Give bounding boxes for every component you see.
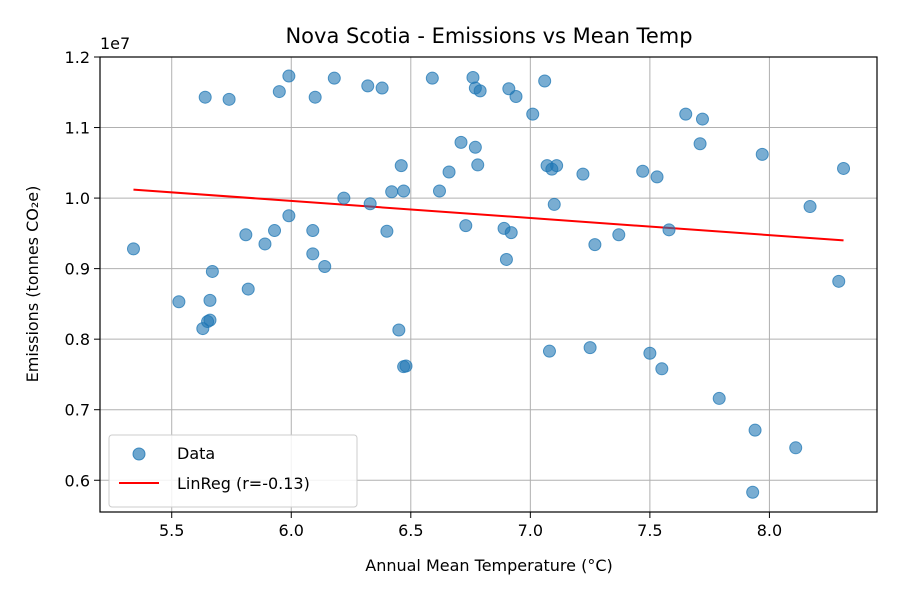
x-axis-label: Annual Mean Temperature (°C) [365, 556, 612, 575]
data-point [380, 224, 394, 238]
data-point [643, 346, 657, 360]
data-point [363, 197, 377, 211]
data-point [394, 159, 408, 173]
data-point [748, 423, 762, 437]
data-point [538, 74, 552, 88]
data-point [583, 341, 597, 355]
data-point [837, 161, 851, 175]
data-point [203, 293, 217, 307]
data-point [789, 441, 803, 455]
data-point [282, 209, 296, 223]
data-point [282, 69, 296, 83]
data-point [268, 224, 282, 238]
data-point [361, 79, 375, 93]
data-points [126, 69, 851, 499]
y-tick-label: 0.7 [65, 401, 90, 420]
data-point [308, 90, 322, 104]
x-tick-label: 5.5 [159, 521, 184, 540]
data-point [306, 247, 320, 261]
y-tick-label: 0.9 [65, 260, 90, 279]
data-point [272, 85, 286, 99]
data-point [803, 200, 817, 214]
data-point [509, 90, 523, 104]
y-tick-label: 1.0 [65, 189, 90, 208]
data-point [239, 228, 253, 242]
chart-title: Nova Scotia - Emissions vs Mean Temp [285, 24, 692, 48]
x-tick-label: 6.5 [398, 521, 423, 540]
data-point [222, 92, 236, 106]
data-point [612, 228, 626, 242]
data-point [466, 70, 480, 84]
x-axis-ticks: 5.5 6.0 6.5 7.0 7.5 8.0 [159, 512, 782, 540]
y-tick-label: 1.2 [65, 48, 90, 67]
data-point [468, 140, 482, 154]
data-point [746, 485, 760, 499]
legend-linreg-label: LinReg (r=-0.13) [177, 474, 310, 493]
data-point [442, 165, 456, 179]
data-point [679, 107, 693, 121]
data-point [318, 260, 332, 274]
data-point [337, 191, 351, 205]
data-point [375, 81, 389, 95]
data-point [547, 197, 561, 211]
data-point [655, 362, 669, 376]
data-point [471, 158, 485, 172]
data-point [126, 242, 140, 256]
data-point [504, 226, 518, 240]
data-point [385, 185, 399, 199]
x-tick-label: 6.0 [279, 521, 304, 540]
data-point [550, 159, 564, 173]
data-point [241, 282, 255, 296]
data-point [695, 112, 709, 126]
data-point [454, 135, 468, 149]
y-tick-label: 1.1 [65, 119, 90, 138]
data-point [576, 167, 590, 181]
data-point [693, 137, 707, 151]
data-point [327, 71, 341, 85]
regression-line-layer [133, 188, 844, 242]
legend: Data LinReg (r=-0.13) [108, 434, 358, 508]
x-tick-label: 7.0 [518, 521, 543, 540]
legend-data-marker [132, 447, 146, 461]
data-point [526, 107, 540, 121]
data-point [172, 295, 186, 309]
data-point [306, 224, 320, 238]
data-point [397, 184, 411, 198]
legend-data-label: Data [177, 444, 215, 463]
plot-frame [99, 56, 878, 513]
data-point [392, 323, 406, 337]
data-point [636, 164, 650, 178]
data-point [258, 237, 272, 251]
data-point [662, 223, 676, 237]
x-tick-label: 7.5 [637, 521, 662, 540]
x-tick-label: 8.0 [757, 521, 782, 540]
data-point [588, 238, 602, 252]
y-tick-label: 0.6 [65, 471, 90, 490]
y-axis-ticks: 0.6 0.7 0.8 0.9 1.0 1.1 1.2 [65, 48, 100, 490]
data-point [205, 264, 219, 278]
data-point [399, 359, 413, 373]
legend-box [108, 434, 358, 508]
regression-line [133, 188, 844, 242]
data-point [832, 274, 846, 288]
data-point [542, 344, 556, 358]
y-axis-label: Emissions (tonnes CO₂e) [23, 186, 42, 383]
data-point [432, 184, 446, 198]
data-point [650, 170, 664, 184]
data-point [712, 391, 726, 405]
data-point [459, 219, 473, 233]
data-point [499, 252, 513, 266]
data-point [473, 84, 487, 98]
y-multiplier-label: 1e7 [100, 34, 130, 53]
data-point [198, 90, 212, 104]
data-point [425, 71, 439, 85]
data-point [203, 313, 217, 327]
y-tick-label: 0.8 [65, 330, 90, 349]
data-point [755, 147, 769, 161]
